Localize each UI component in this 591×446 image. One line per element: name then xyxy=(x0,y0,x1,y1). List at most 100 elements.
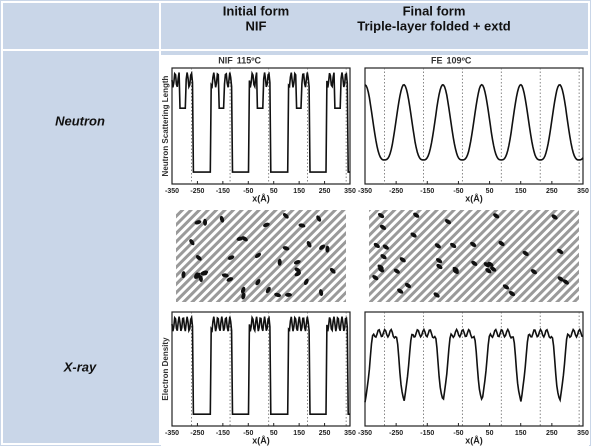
x-tick-label: -350 xyxy=(165,188,179,195)
molecule xyxy=(434,243,441,249)
x-tick-label: -150 xyxy=(216,430,230,437)
molecule xyxy=(372,275,379,281)
x-tick-label: 250 xyxy=(546,430,558,437)
molecule xyxy=(241,236,248,242)
molecule xyxy=(530,269,538,275)
molecule xyxy=(219,215,225,223)
profile-curve xyxy=(364,83,584,161)
x-tick-label: -150 xyxy=(420,430,434,437)
row-label: X-ray xyxy=(63,359,97,374)
molecule xyxy=(194,220,202,225)
profile-curve xyxy=(171,70,350,173)
molecule xyxy=(377,264,384,270)
profile-curve xyxy=(171,315,350,415)
x-tick-label: -50 xyxy=(243,430,253,437)
panel-temperature: 109ºC xyxy=(447,55,472,65)
molecule xyxy=(397,288,404,294)
molecule xyxy=(329,267,336,274)
molecule xyxy=(379,224,387,230)
molecule xyxy=(485,268,492,274)
molecule xyxy=(377,212,385,219)
header-title: Final form xyxy=(403,3,466,18)
molecule xyxy=(413,212,420,218)
molecule xyxy=(444,219,452,225)
molecule xyxy=(277,258,282,266)
molecule xyxy=(294,271,301,277)
molecule xyxy=(306,241,312,248)
packing-diagram xyxy=(369,210,579,302)
panel-temperature: 115ºC xyxy=(237,55,262,65)
molecule xyxy=(282,246,290,251)
molecule xyxy=(198,275,203,283)
molecule xyxy=(319,244,326,250)
molecule xyxy=(382,244,389,250)
molecule xyxy=(200,271,208,276)
x-tick-label: -150 xyxy=(420,188,434,195)
x-tick-label: 150 xyxy=(293,430,305,437)
x-tick-label: 150 xyxy=(515,430,527,437)
molecule xyxy=(274,292,282,298)
x-tick-label: -350 xyxy=(358,188,372,195)
x-tick-label: 50 xyxy=(486,188,494,195)
molecule xyxy=(450,242,457,249)
x-axis-label: x(Å) xyxy=(465,193,483,203)
molecule xyxy=(285,292,293,297)
x-tick-label: 50 xyxy=(270,430,278,437)
molecule xyxy=(493,213,500,219)
x-tick-label: 250 xyxy=(546,188,558,195)
molecule xyxy=(498,240,505,247)
x-axis-label: x(Å) xyxy=(252,193,270,203)
x-tick-label: 350 xyxy=(577,188,589,195)
molecule xyxy=(282,213,289,219)
plot-frame xyxy=(171,67,351,185)
x-tick-label: -50 xyxy=(453,430,463,437)
molecule xyxy=(557,248,564,255)
molecule xyxy=(240,286,246,294)
y-axis-label: Neutron Scattering Length xyxy=(161,75,170,176)
molecule xyxy=(410,232,417,238)
molecule xyxy=(433,292,440,298)
molecule xyxy=(241,292,246,300)
x-tick-label: 250 xyxy=(319,430,331,437)
molecule xyxy=(221,273,229,278)
x-tick-label: 250 xyxy=(319,188,331,195)
molecule xyxy=(522,250,529,257)
panel-sample: FE xyxy=(431,55,443,65)
y-axis-label: Electron Density xyxy=(161,337,170,401)
x-tick-label: -250 xyxy=(190,188,204,195)
packing-diagram xyxy=(176,210,346,302)
molecule xyxy=(236,236,244,241)
row-label: Neutron xyxy=(55,113,105,128)
molecule xyxy=(325,245,330,253)
x-tick-label: 50 xyxy=(270,188,278,195)
x-tick-label: 150 xyxy=(293,188,305,195)
molecule xyxy=(298,223,306,228)
profile-curve xyxy=(364,327,584,403)
molecule xyxy=(399,257,406,263)
molecule xyxy=(562,279,569,285)
molecule xyxy=(227,255,235,260)
x-tick-label: -150 xyxy=(216,188,230,195)
molecule xyxy=(181,271,186,279)
x-tick-label: -350 xyxy=(165,430,179,437)
x-axis-label: x(Å) xyxy=(252,435,270,445)
molecule xyxy=(551,214,558,220)
molecule xyxy=(194,272,199,279)
molecule xyxy=(203,218,208,226)
x-tick-label: 350 xyxy=(344,188,356,195)
plot-frame xyxy=(364,67,584,185)
plot-frame xyxy=(364,311,584,427)
molecule xyxy=(435,258,443,264)
x-tick-label: 350 xyxy=(577,430,589,437)
molecule xyxy=(508,290,516,297)
header-subtitle: NIF xyxy=(246,18,267,33)
molecule xyxy=(319,289,324,297)
x-tick-label: -350 xyxy=(358,430,372,437)
x-tick-label: 350 xyxy=(344,430,356,437)
molecule xyxy=(436,263,443,270)
molecule xyxy=(263,222,270,228)
molecule xyxy=(303,278,309,286)
molecule xyxy=(373,242,380,249)
molecule xyxy=(254,252,262,259)
